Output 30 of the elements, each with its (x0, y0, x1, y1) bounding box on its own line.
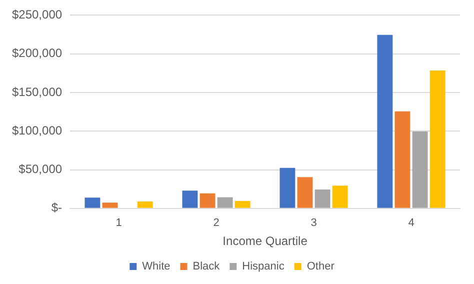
legend-label: White (142, 260, 170, 273)
bar (314, 189, 330, 208)
bar (377, 34, 393, 208)
legend-label: Black (192, 260, 220, 273)
bar (102, 202, 118, 208)
bar (84, 198, 100, 208)
x-tick-label: 4 (408, 217, 414, 230)
bar (297, 177, 313, 208)
x-tick-label: 1 (116, 217, 122, 230)
legend-label: Other (306, 260, 335, 273)
bar (182, 190, 198, 208)
bar (430, 70, 446, 208)
bar (217, 197, 233, 208)
bar (332, 186, 348, 208)
y-tick-label: $200,000 (12, 46, 62, 60)
bar (412, 132, 428, 208)
y-tick-label: $50,000 (18, 162, 62, 176)
bar (234, 201, 250, 208)
bar (200, 193, 216, 208)
x-tick-label: 3 (310, 217, 317, 230)
x-axis-title: Income Quartile (222, 234, 308, 248)
y-tick-label: $250,000 (12, 8, 62, 22)
x-tick-label: 2 (213, 217, 220, 230)
bar (394, 111, 410, 208)
y-tick-label: $100,000 (12, 123, 62, 138)
y-tick-label: $150,000 (12, 84, 62, 99)
bar (137, 201, 153, 208)
bar (280, 168, 296, 208)
legend-label: Hispanic (242, 260, 285, 273)
y-tick-label: $- (51, 200, 62, 215)
